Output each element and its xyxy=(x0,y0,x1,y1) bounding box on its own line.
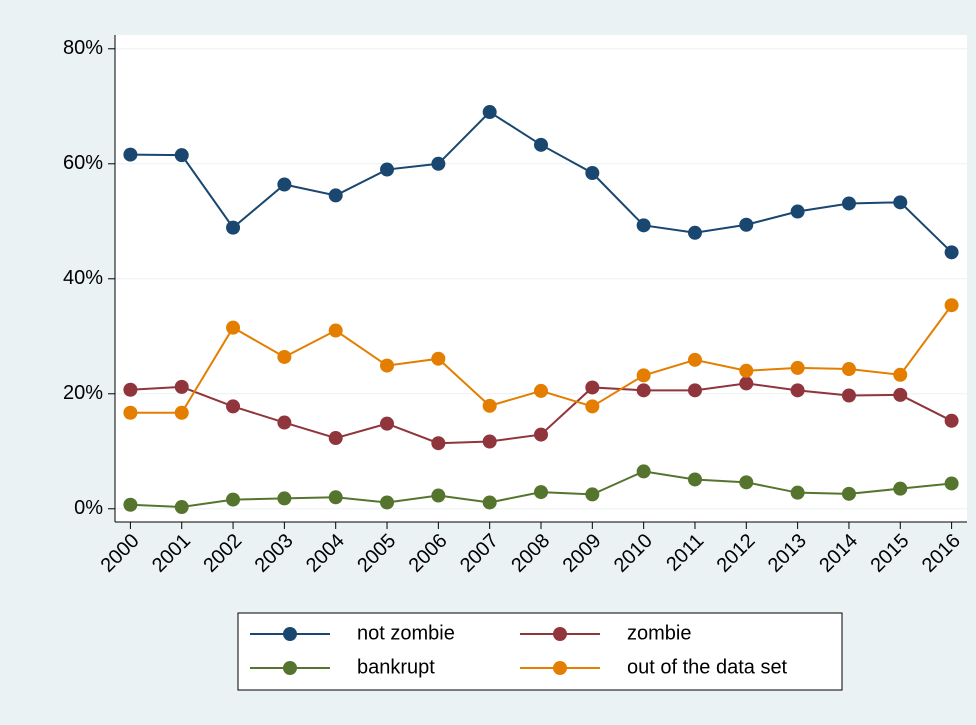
point xyxy=(944,413,959,428)
point xyxy=(328,431,343,446)
point xyxy=(944,245,959,260)
point xyxy=(893,367,908,382)
point xyxy=(482,398,497,413)
point xyxy=(944,476,959,491)
point xyxy=(636,383,651,398)
legend-label: not zombie xyxy=(357,622,455,644)
point xyxy=(277,415,292,430)
legend-marker xyxy=(553,661,567,675)
point xyxy=(328,490,343,505)
point xyxy=(123,405,138,420)
point xyxy=(174,379,189,394)
point xyxy=(739,376,754,391)
point xyxy=(123,382,138,397)
point xyxy=(226,220,241,235)
point xyxy=(636,368,651,383)
point xyxy=(328,188,343,203)
point xyxy=(328,323,343,338)
point xyxy=(226,399,241,414)
y-tick-label: 40% xyxy=(63,267,103,289)
point xyxy=(431,351,446,366)
legend-label: zombie xyxy=(627,622,691,644)
point xyxy=(380,495,395,510)
legend-box xyxy=(237,612,843,691)
point xyxy=(585,380,600,395)
point xyxy=(893,481,908,496)
point xyxy=(841,362,856,377)
y-tick-label: 60% xyxy=(63,152,103,174)
point xyxy=(174,500,189,515)
point xyxy=(431,436,446,451)
y-tick-label: 20% xyxy=(63,382,103,404)
point xyxy=(893,195,908,210)
point xyxy=(739,363,754,378)
point xyxy=(380,162,395,177)
point xyxy=(380,416,395,431)
point xyxy=(739,475,754,490)
point xyxy=(226,320,241,335)
point xyxy=(174,405,189,420)
point xyxy=(687,225,702,240)
y-tick-label: 80% xyxy=(63,37,103,59)
point xyxy=(123,147,138,162)
point xyxy=(636,464,651,479)
point xyxy=(841,486,856,501)
point xyxy=(893,387,908,402)
legend-marker xyxy=(283,661,297,675)
point xyxy=(534,137,548,152)
legend-marker xyxy=(283,627,297,641)
point xyxy=(482,495,497,510)
point xyxy=(944,298,959,313)
point xyxy=(534,485,548,500)
point xyxy=(534,427,548,442)
point xyxy=(277,491,292,506)
point xyxy=(636,218,651,233)
point xyxy=(841,196,856,211)
point xyxy=(123,497,138,512)
point xyxy=(174,148,189,163)
point xyxy=(226,492,241,507)
point xyxy=(277,177,292,192)
point xyxy=(841,388,856,403)
point xyxy=(277,349,292,364)
point xyxy=(687,472,702,487)
point xyxy=(790,204,805,219)
point xyxy=(534,383,548,398)
point xyxy=(790,485,805,500)
legend-marker xyxy=(553,627,567,641)
point xyxy=(585,399,600,414)
legend-label: bankrupt xyxy=(357,656,435,678)
point xyxy=(431,488,446,503)
point xyxy=(739,217,754,232)
point xyxy=(790,383,805,398)
point xyxy=(482,434,497,449)
point xyxy=(431,156,446,171)
point xyxy=(790,360,805,375)
y-tick-label: 0% xyxy=(74,497,103,519)
point xyxy=(380,358,395,373)
legend-label: out of the data set xyxy=(627,656,788,678)
point xyxy=(585,487,600,502)
point xyxy=(687,352,702,367)
point xyxy=(482,105,497,120)
point xyxy=(585,165,600,180)
point xyxy=(687,383,702,398)
